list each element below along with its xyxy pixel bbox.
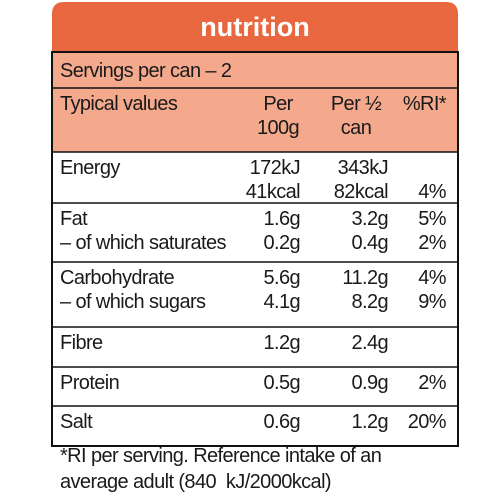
- nutrient-value: 2.4g: [351, 332, 388, 354]
- nutrient-value: 1.6g: [263, 208, 300, 230]
- nutrient-label: Fibre: [60, 332, 103, 354]
- nutrient-value: 2%: [418, 372, 447, 394]
- nutrient-value: 2%: [418, 232, 447, 254]
- nutrient-label: Protein: [60, 372, 119, 394]
- nutrient-value: 4%: [418, 267, 447, 289]
- nutrient-value: 8.2g: [351, 291, 388, 313]
- table-border: [51, 51, 459, 447]
- nutrient-value: 1.2g: [263, 332, 300, 354]
- title: nutrition: [200, 12, 309, 42]
- nutrient-value: 1.2g: [351, 411, 388, 433]
- nutrient-value: 4%: [418, 181, 447, 203]
- nutrient-value: 0.4g: [351, 232, 388, 254]
- nutrient-value: 3.2g: [351, 208, 388, 230]
- nutrient-label: – of which saturates: [60, 232, 226, 254]
- column-header: can: [341, 117, 371, 139]
- column-header: Typical values: [60, 93, 178, 115]
- nutrient-value: 11.2g: [342, 267, 388, 289]
- nutrient-label: Carbohydrate: [60, 267, 174, 289]
- nutrient-value: 5.6g: [263, 267, 300, 289]
- nutrient-value: 9%: [418, 291, 447, 313]
- nutrient-value: 343kJ: [338, 157, 388, 179]
- nutrient-label: Salt: [60, 411, 93, 433]
- column-header: Per ½: [331, 93, 382, 115]
- nutrient-label: Fat: [60, 208, 88, 230]
- column-header: %RI*: [403, 93, 447, 115]
- header-band: [52, 52, 458, 152]
- nutrient-value: 4.1g: [263, 291, 300, 313]
- nutrient-value: 5%: [418, 208, 447, 230]
- nutrient-value: 82kcal: [334, 181, 388, 203]
- nutrient-value: 172kJ: [250, 157, 300, 179]
- nutrient-value: 0.5g: [263, 372, 300, 394]
- column-header: 100g: [257, 117, 299, 139]
- servings: Servings per can – 2: [60, 60, 232, 82]
- title-bar: [52, 2, 458, 52]
- footnote: *RI per serving. Reference intake of an: [60, 445, 381, 467]
- column-header: Per: [263, 93, 293, 115]
- nutrient-label: Energy: [60, 157, 120, 179]
- nutrient-value: 20%: [408, 411, 447, 433]
- nutrient-value: 0.6g: [263, 411, 300, 433]
- nutrient-value: 41kcal: [246, 181, 300, 203]
- nutrient-label: – of which sugars: [60, 291, 206, 313]
- nutrient-value: 0.9g: [351, 372, 388, 394]
- footnote: average adult (840 kJ/2000kcal): [60, 471, 331, 493]
- nutrient-value: 0.2g: [263, 232, 300, 254]
